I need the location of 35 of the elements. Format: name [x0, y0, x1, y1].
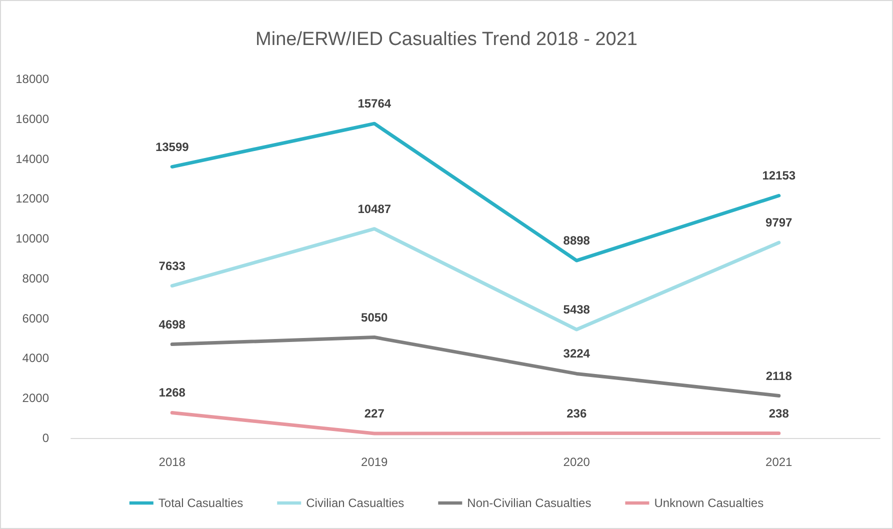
legend-label: Total Casualties [158, 496, 244, 510]
y-tick-label: 14000 [16, 152, 50, 166]
data-label: 4698 [158, 317, 186, 332]
data-label: 12153 [762, 168, 796, 183]
data-label: 5050 [361, 310, 388, 324]
data-label: 7633 [158, 258, 186, 273]
y-tick-label: 16000 [16, 112, 50, 126]
legend-label: Non-Civilian Casualties [467, 496, 592, 510]
y-tick-label: 2000 [22, 391, 50, 406]
y-tick-label: 6000 [22, 311, 50, 326]
data-label: 5438 [563, 302, 590, 317]
data-label: 9797 [766, 216, 793, 230]
y-tick-label: 18000 [16, 72, 50, 86]
legend-label: Civilian Casualties [306, 496, 404, 510]
y-tick-label: 8000 [22, 271, 50, 286]
data-label: 13599 [155, 140, 190, 154]
data-label: 1268 [158, 386, 186, 400]
x-tick-label: 2018 [158, 455, 186, 469]
x-tick-label: 2020 [563, 455, 590, 469]
legend-label: Unknown Casualties [654, 496, 764, 510]
x-tick-label: 2019 [361, 455, 388, 469]
x-tick-label: 2021 [766, 455, 793, 469]
chart-title: Mine/ERW/IED Casualties Trend 2018 - 2021 [256, 29, 638, 50]
y-tick-label: 12000 [16, 192, 50, 206]
data-label: 236 [566, 406, 587, 420]
y-tick-label: 4000 [22, 351, 50, 366]
data-label: 15764 [358, 96, 392, 111]
data-label: 3224 [563, 346, 590, 361]
data-label: 238 [768, 406, 790, 420]
y-tick-label: 0 [42, 431, 50, 445]
data-label: 10487 [358, 202, 392, 216]
data-label: 227 [364, 406, 385, 420]
y-tick-label: 10000 [16, 232, 50, 246]
data-label: 2118 [766, 368, 792, 383]
data-label: 8898 [563, 234, 590, 248]
